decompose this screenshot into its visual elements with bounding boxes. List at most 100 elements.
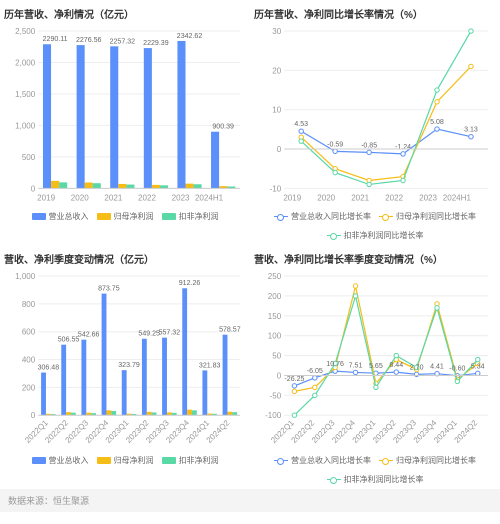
svg-text:900.39: 900.39: [212, 124, 234, 131]
svg-text:0: 0: [31, 184, 36, 193]
svg-text:-0.85: -0.85: [361, 142, 377, 149]
panel-annual-absolute: 历年营收、净利情况（亿元） 0 500 1,000 1,500 2,000 2,500 22…: [0, 0, 250, 245]
legend: 营业总收入 归母净利润 扣非净利润: [4, 211, 246, 222]
svg-text:2276.56: 2276.56: [76, 37, 102, 44]
svg-text:7.51: 7.51: [349, 362, 363, 369]
svg-text:1,000: 1,000: [15, 272, 36, 281]
svg-text:2021: 2021: [104, 193, 122, 202]
legend-item: 扣非净利润: [162, 455, 219, 466]
svg-text:2023: 2023: [172, 193, 190, 202]
svg-text:321.83: 321.83: [199, 362, 221, 369]
panel-title: 营收、净利同比增长率季度变动情况（%）: [254, 251, 496, 266]
chart-svg: 0 200 400 600 800 1,000 306.48 506.55542.66 873.…: [4, 270, 246, 452]
svg-text:-1.24: -1.24: [395, 144, 411, 151]
svg-text:8.44: 8.44: [389, 362, 403, 369]
svg-text:200: 200: [268, 291, 282, 300]
legend-item: 扣非净利润: [162, 211, 219, 222]
svg-text:30: 30: [272, 27, 281, 36]
svg-text:0: 0: [277, 145, 282, 154]
svg-text:-50: -50: [270, 391, 282, 400]
svg-text:-26.25: -26.25: [284, 375, 304, 382]
svg-text:2.70: 2.70: [410, 364, 424, 371]
svg-text:10: 10: [272, 106, 281, 115]
svg-text:306.48: 306.48: [38, 364, 60, 371]
legend-item: 扣非净利润同比增长率: [327, 474, 424, 485]
chart-svg: -10 0 10 20 30 4.53 -0.59 -0.85 -1.24 5.08 3.13 201…: [254, 25, 496, 207]
svg-text:2,000: 2,000: [15, 59, 36, 68]
svg-text:4.41: 4.41: [430, 363, 444, 370]
svg-text:3.13: 3.13: [464, 127, 478, 134]
svg-text:-10: -10: [270, 184, 282, 193]
svg-text:2,500: 2,500: [15, 27, 36, 36]
svg-text:578.57: 578.57: [219, 326, 241, 333]
svg-text:2019: 2019: [37, 193, 55, 202]
legend-item: 营业总收入: [32, 455, 89, 466]
svg-text:5.08: 5.08: [430, 119, 444, 126]
legend: 营业总收入同比增长率 归母净利润同比增长率 扣非净利润同比增长率: [254, 455, 496, 485]
svg-text:2022: 2022: [385, 193, 403, 202]
svg-text:2021: 2021: [351, 193, 369, 202]
svg-text:200: 200: [22, 383, 36, 392]
svg-text:557.32: 557.32: [159, 329, 181, 336]
svg-text:2024H1: 2024H1: [443, 193, 472, 202]
svg-text:2342.62: 2342.62: [177, 33, 203, 40]
svg-text:10.76: 10.76: [326, 361, 344, 368]
legend: 营业总收入 归母净利润 扣非净利润: [4, 455, 246, 466]
legend-item: 归母净利润: [97, 455, 154, 466]
svg-text:250: 250: [268, 272, 282, 281]
svg-text:100: 100: [268, 331, 282, 340]
svg-text:0: 0: [31, 411, 36, 420]
svg-text:5.34: 5.34: [471, 363, 485, 370]
svg-text:4.53: 4.53: [294, 121, 308, 128]
svg-text:2257.32: 2257.32: [110, 38, 136, 45]
svg-text:-6.05: -6.05: [307, 367, 323, 374]
legend-item: 归母净利润: [97, 211, 154, 222]
panel-title: 历年营收、净利同比增长率情况（%）: [254, 6, 496, 21]
panel-quarterly-growth: 营收、净利同比增长率季度变动情况（%） -100 -50 0 50 100 150 200 2…: [250, 245, 500, 490]
svg-text:400: 400: [22, 355, 36, 364]
panel-title: 历年营收、净利情况（亿元）: [4, 6, 246, 21]
data-source: 数据来源：恒生聚源: [0, 489, 500, 512]
chart-svg: -100 -50 0 50 100 150 200 250 -26.25-6.0510.76 7.…: [254, 270, 496, 452]
svg-text:1,500: 1,500: [15, 90, 36, 99]
panel-title: 营收、净利季度变动情况（亿元）: [4, 251, 246, 266]
svg-text:323.79: 323.79: [118, 362, 140, 369]
legend-item: 营业总收入同比增长率: [274, 455, 371, 466]
svg-text:20: 20: [272, 66, 281, 75]
svg-text:2024Q2: 2024Q2: [453, 417, 480, 444]
svg-text:500: 500: [22, 153, 36, 162]
legend-item: 扣非净利润同比增长率: [327, 230, 424, 241]
legend-item: 归母净利润同比增长率: [379, 455, 476, 466]
svg-text:2024H1: 2024H1: [195, 193, 224, 202]
svg-text:800: 800: [22, 299, 36, 308]
legend-item: 营业总收入: [32, 211, 89, 222]
svg-text:600: 600: [22, 327, 36, 336]
svg-text:-100: -100: [265, 411, 282, 420]
svg-text:549.25: 549.25: [138, 330, 160, 337]
svg-text:873.75: 873.75: [98, 285, 120, 292]
svg-text:2290.11: 2290.11: [43, 36, 68, 43]
legend-item: 营业总收入同比增长率: [274, 211, 371, 222]
panel-quarterly-absolute: 营收、净利季度变动情况（亿元） 0 200 400 600 800 1,000 306.48…: [0, 245, 250, 490]
svg-text:506.55: 506.55: [58, 336, 80, 343]
svg-text:2022: 2022: [138, 193, 156, 202]
chart-grid: 历年营收、净利情况（亿元） 05001,0001,5002,0002,50022…: [0, 0, 500, 489]
legend: 营业总收入同比增长率 归母净利润同比增长率 扣非净利润同比增长率: [254, 211, 496, 241]
svg-text:2019: 2019: [283, 193, 301, 202]
legend-item: 归母净利润同比增长率: [379, 211, 476, 222]
svg-text:2020: 2020: [317, 193, 335, 202]
svg-text:2229.39: 2229.39: [143, 40, 169, 47]
svg-text:1,000: 1,000: [15, 121, 36, 130]
panel-annual-growth: 历年营收、净利同比增长率情况（%） -10 0 10 20 30 4.53 -0.59 -0.…: [250, 0, 500, 245]
svg-text:2020: 2020: [71, 193, 89, 202]
svg-text:-0.60: -0.60: [449, 365, 465, 372]
chart-svg: 0 500 1,000 1,500 2,000 2,500 2290.11 2276.56 22…: [4, 25, 246, 207]
svg-text:542.66: 542.66: [78, 331, 100, 338]
svg-text:50: 50: [272, 351, 281, 360]
svg-text:912.26: 912.26: [179, 280, 201, 287]
svg-text:-0.59: -0.59: [327, 141, 343, 148]
svg-text:2024Q2: 2024Q2: [205, 417, 232, 444]
svg-text:2023: 2023: [419, 193, 437, 202]
svg-text:150: 150: [268, 311, 282, 320]
svg-text:0: 0: [277, 371, 282, 380]
